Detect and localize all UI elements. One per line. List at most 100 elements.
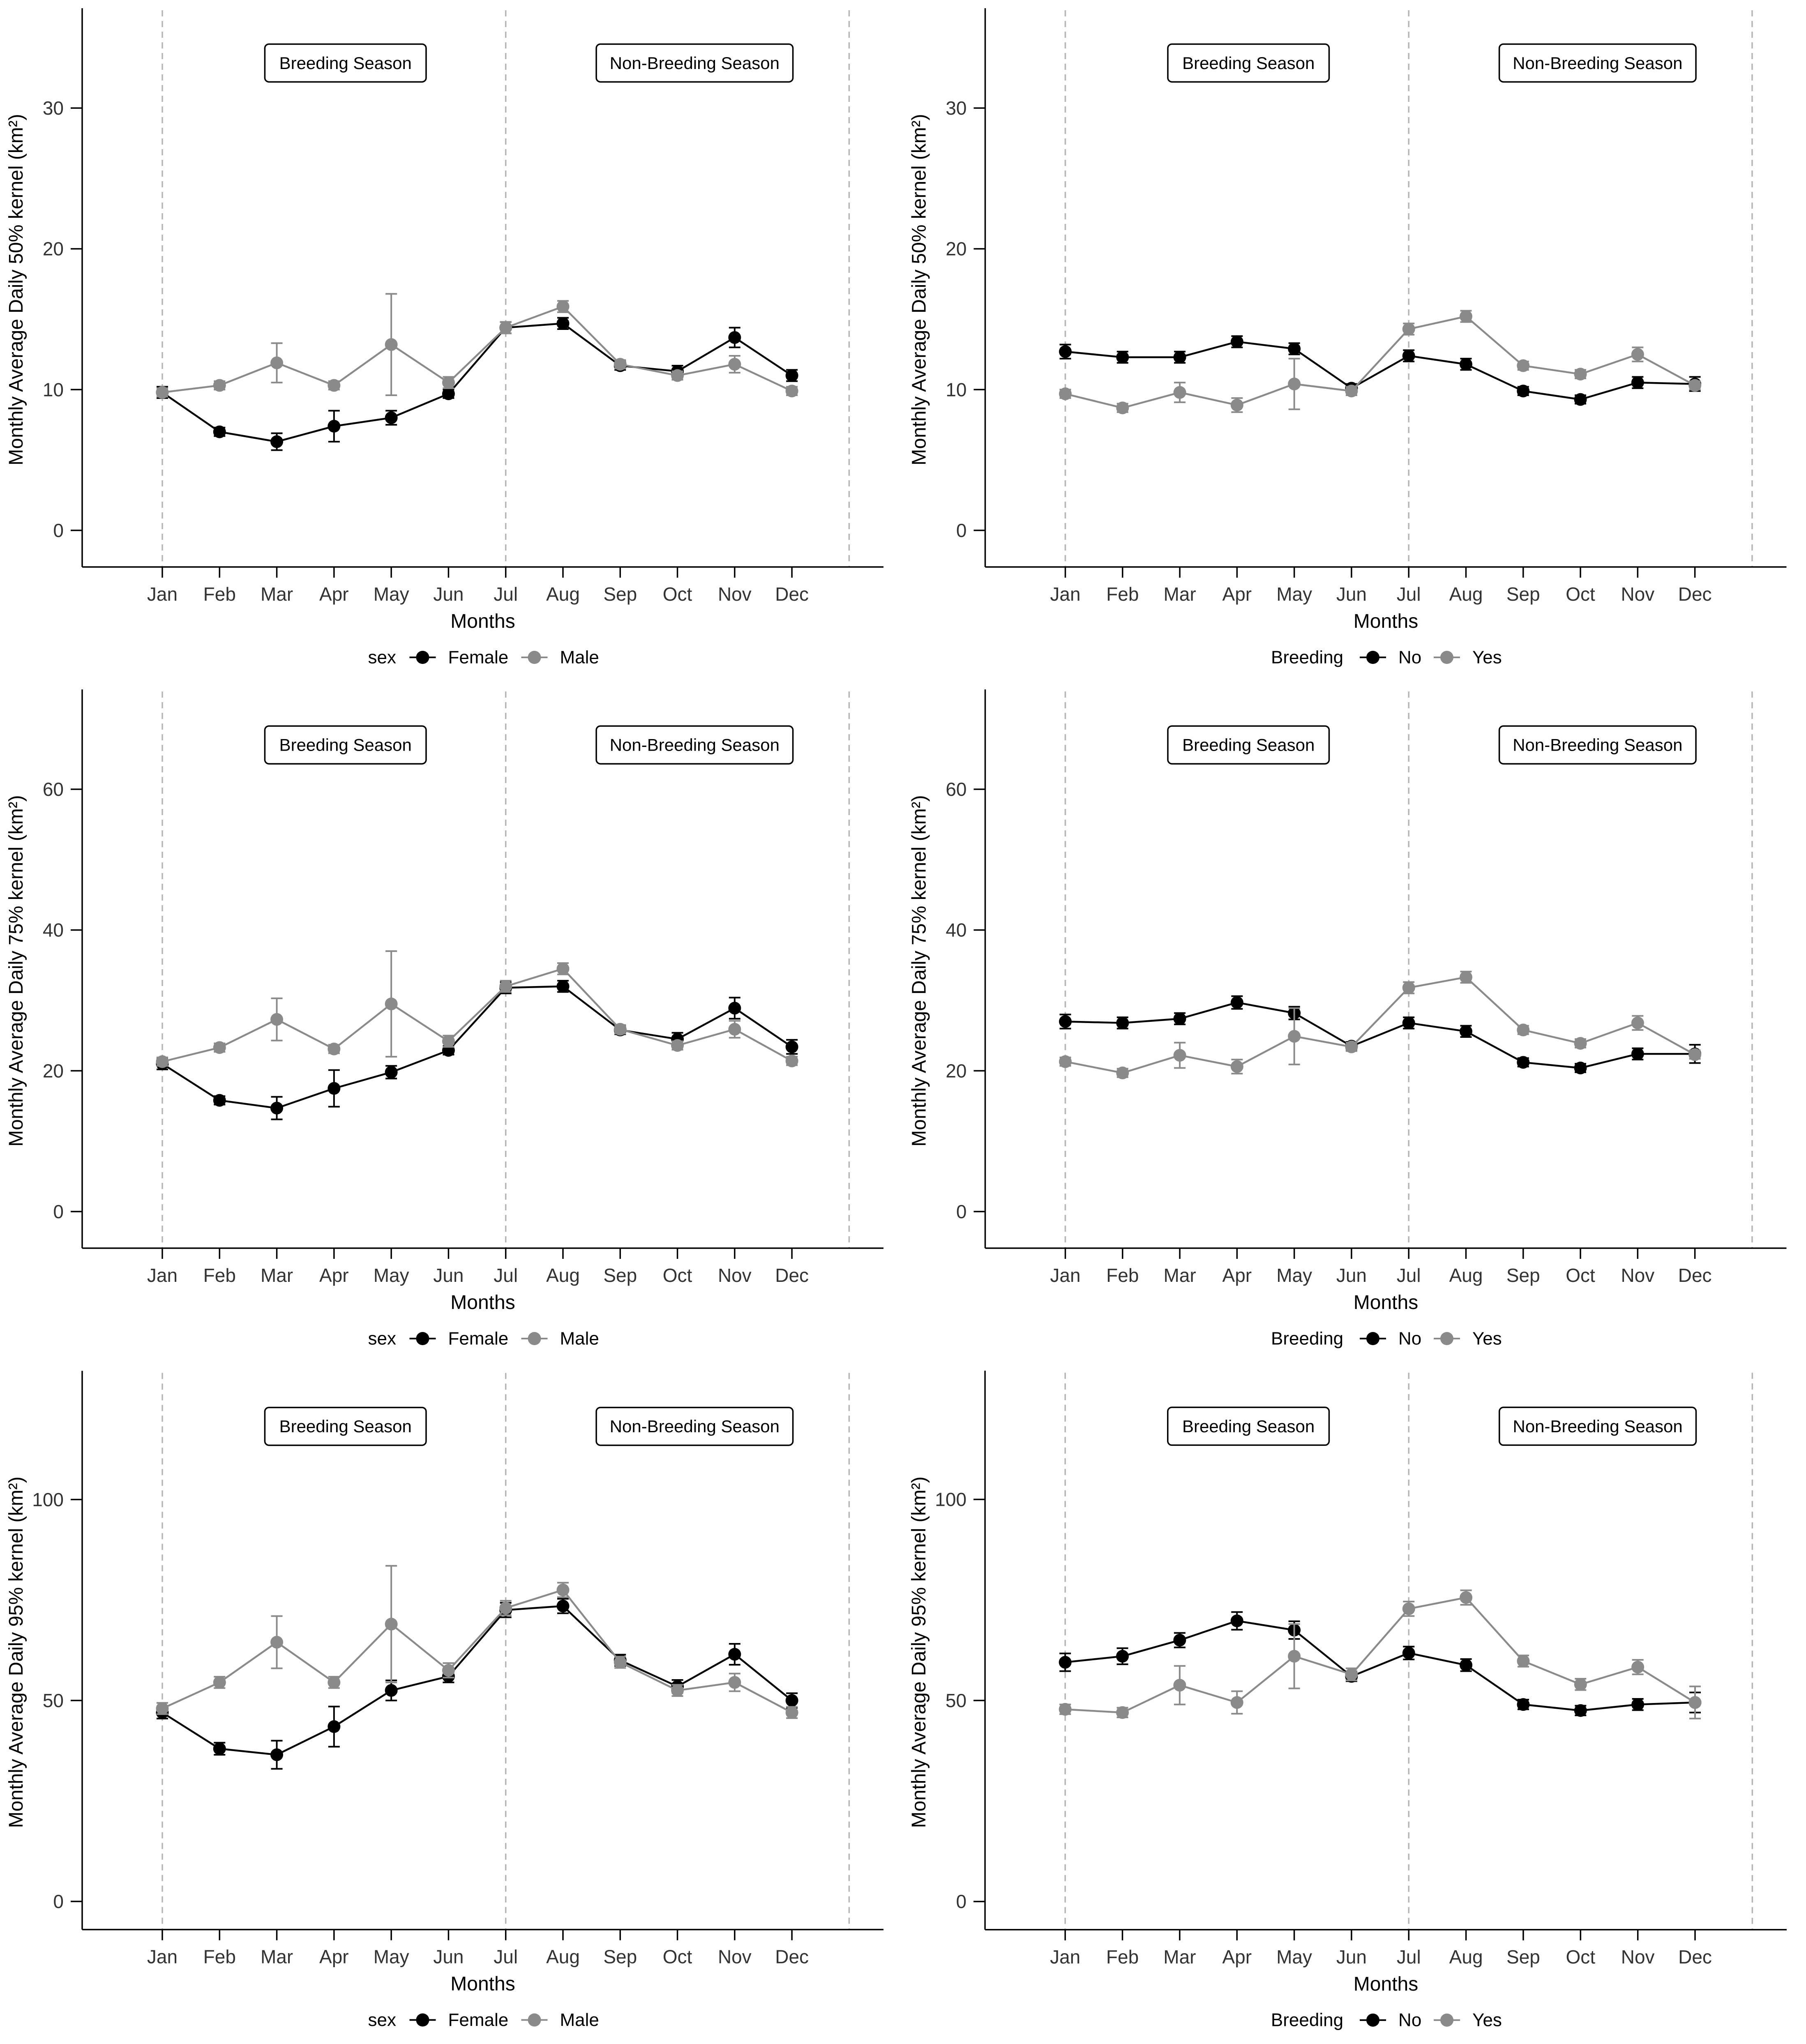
series-yes xyxy=(1059,310,1702,415)
axes: 0 20 40 60 Jan Feb Mar Apr May Jun Jul Aug Sep Oct Nov… xyxy=(43,689,883,1286)
data-point xyxy=(785,1694,798,1707)
axes: 0 10 20 30 Jan Feb Mar Apr May Jun Jul Aug Sep Oct Nov… xyxy=(946,8,1787,605)
data-point xyxy=(1574,1037,1587,1050)
data-point xyxy=(328,1676,341,1689)
season-label-text: Breeding Season xyxy=(1182,1417,1315,1436)
legend: sex Female Male xyxy=(368,2010,599,2030)
data-point xyxy=(213,425,226,438)
data-point xyxy=(1059,1055,1072,1068)
x-tick-label: Oct xyxy=(1566,1946,1596,1968)
x-tick-label: May xyxy=(1276,1265,1312,1286)
y-tick-label: 0 xyxy=(956,1891,966,1912)
legend-title: sex xyxy=(368,648,396,668)
x-tick-label: Feb xyxy=(203,1946,236,1968)
series-line xyxy=(1065,1596,1696,1714)
chart-svg: 0 10 20 30 Jan Feb Mar Apr May Jun Jul Aug Sep Oct Nov… xyxy=(5,8,883,668)
chart-svg: 0 10 20 30 Jan Feb Mar Apr May Jun Jul Aug Sep Oct Nov… xyxy=(909,8,1787,668)
data-point xyxy=(1402,981,1415,994)
season-label-border xyxy=(1498,43,1697,83)
x-axis-title: Months xyxy=(1354,611,1418,632)
data-point xyxy=(385,998,398,1011)
x-tick-label: Jun xyxy=(433,583,464,605)
data-point xyxy=(1230,399,1243,412)
data-point xyxy=(1574,1061,1587,1074)
chart-svg: 0 50 100 Jan Feb Mar Apr May Jun Jul Aug Sep Oct Nov D… xyxy=(5,1371,883,2030)
data-point xyxy=(614,1656,627,1669)
data-point xyxy=(785,1706,798,1719)
x-tick-label: Jan xyxy=(147,1265,178,1286)
legend-title: Breeding xyxy=(1271,1329,1343,1349)
data-point xyxy=(728,331,741,344)
x-axis-title: Months xyxy=(450,611,515,632)
data-point xyxy=(328,1720,341,1733)
data-point xyxy=(1059,345,1072,358)
x-tick-label: Feb xyxy=(1106,583,1139,605)
y-tick-label: 40 xyxy=(946,919,966,941)
data-point xyxy=(328,379,341,392)
legend-item-no: No xyxy=(1360,648,1421,668)
legend-title: Breeding xyxy=(1271,648,1343,668)
legend-item-no: No xyxy=(1360,1329,1421,1349)
x-tick-label: Oct xyxy=(1566,583,1595,605)
x-tick-label: Sep xyxy=(603,1265,637,1286)
data-point xyxy=(1059,1015,1072,1028)
x-tick-label: May xyxy=(1276,583,1312,605)
data-point xyxy=(1230,996,1243,1009)
x-tick-label: Dec xyxy=(775,1946,809,1968)
legend-item-no: No xyxy=(1360,2010,1421,2030)
axes: 0 50 100 Jan Feb Mar Apr May Jun Jul Aug Sep Oct Nov D… xyxy=(935,1371,1787,1968)
season-label-text: Breeding Season xyxy=(279,735,412,755)
chart-svg: 0 20 40 60 Jan Feb Mar Apr May Jun Jul Aug Sep Oct Nov… xyxy=(909,689,1787,1349)
legend-item-label: Male xyxy=(560,2010,599,2030)
data-point xyxy=(1402,1602,1415,1615)
season-label-box: Breeding Season xyxy=(264,43,427,83)
data-point xyxy=(614,1023,627,1036)
season-label-border xyxy=(595,43,794,83)
season-label-box: Non-Breeding Season xyxy=(1498,725,1697,765)
chart-svg: 0 20 40 60 Jan Feb Mar Apr May Jun Jul Aug Sep Oct Nov… xyxy=(5,689,883,1349)
season-label-box: Breeding Season xyxy=(264,725,427,765)
series-line xyxy=(161,985,793,1109)
x-tick-label: Feb xyxy=(1106,1946,1139,1968)
series-yes xyxy=(1059,970,1702,1079)
x-tick-label: Jan xyxy=(147,1946,178,1968)
y-tick-label: 100 xyxy=(32,1489,64,1510)
x-tick-label: Jun xyxy=(1336,1265,1367,1286)
y-axis-title: Monthly Average Daily 50% kernel (km²) xyxy=(909,114,930,465)
data-point xyxy=(1173,350,1186,364)
x-tick-label: Jun xyxy=(1336,583,1367,605)
legend-item-label: Male xyxy=(560,1329,599,1349)
x-tick-label: Mar xyxy=(1163,1946,1196,1968)
series-line xyxy=(1065,1620,1695,1712)
series-line xyxy=(162,968,793,1063)
data-point xyxy=(270,356,284,369)
y-tick-label: 10 xyxy=(946,379,966,400)
axes: 0 10 20 30 Jan Feb Mar Apr May Jun Jul Aug Sep Oct Nov… xyxy=(43,8,883,605)
data-point xyxy=(442,1664,455,1677)
data-point xyxy=(270,1013,284,1026)
season-label-box: Non-Breeding Season xyxy=(1498,43,1697,83)
data-point xyxy=(556,962,570,975)
season-label-box: Non-Breeding Season xyxy=(1499,1406,1697,1446)
x-tick-label: Jun xyxy=(433,1946,464,1968)
x-tick-label: Nov xyxy=(718,583,752,605)
x-tick-label: May xyxy=(374,1946,409,1968)
data-point xyxy=(1460,310,1472,323)
data-point xyxy=(1460,358,1472,371)
data-point xyxy=(556,317,570,330)
data-point xyxy=(213,1676,226,1689)
data-point xyxy=(270,435,284,448)
x-tick-label: Apr xyxy=(319,583,349,605)
x-tick-label: Jul xyxy=(494,1265,518,1286)
data-point xyxy=(1345,385,1358,398)
chart-panel-50-kernel-by-sex: 0 10 20 30 Jan Feb Mar Apr May Jun Jul Aug Sep Oct Nov… xyxy=(0,0,903,681)
y-tick-label: 20 xyxy=(946,238,966,260)
data-point xyxy=(328,1042,341,1055)
data-point xyxy=(385,1684,398,1697)
season-label-border xyxy=(1498,725,1697,765)
chart-panel-95-kernel-by-sex: 0 50 100 Jan Feb Mar Apr May Jun Jul Aug Sep Oct Nov D… xyxy=(0,1362,903,2044)
legend-key-point xyxy=(416,651,429,664)
y-axis-title: Monthly Average Daily 75% kernel (km²) xyxy=(909,795,930,1146)
legend-item-label: Male xyxy=(560,648,599,668)
